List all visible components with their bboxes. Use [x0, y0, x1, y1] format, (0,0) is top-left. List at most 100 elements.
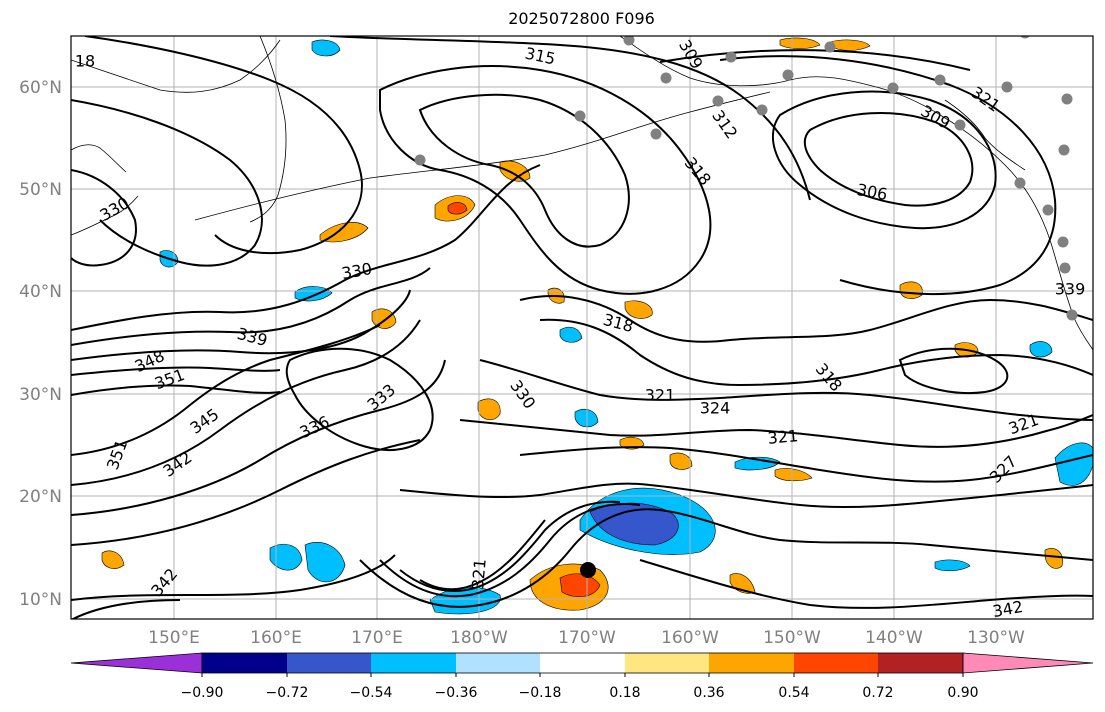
colorbar-bin	[456, 653, 540, 673]
orange-region	[829, 39, 871, 51]
colorbar-frame	[201, 652, 964, 674]
colorbar-bin	[794, 653, 878, 673]
latitude-label: 20°N	[19, 487, 62, 507]
contour-line	[479, 359, 1093, 421]
contour-line	[771, 90, 997, 230]
contour-label: 321	[645, 386, 676, 405]
contour-line	[71, 289, 411, 361]
contour-line	[459, 414, 1093, 448]
colorbar-tick-label: −0.18	[519, 685, 562, 701]
contour-line	[539, 318, 1093, 387]
contour-line	[71, 384, 281, 396]
coastline-asia-east	[71, 144, 127, 173]
station-marker	[574, 110, 586, 122]
longitude-label: 160°E	[250, 628, 302, 648]
longitude-label: 130°W	[967, 628, 1025, 648]
blue-region	[304, 542, 346, 583]
station-marker	[1059, 262, 1071, 274]
colorbar-bin	[287, 653, 371, 673]
contour-line	[359, 508, 1093, 608]
longitude-label: 180°W	[450, 628, 508, 648]
station-marker	[712, 95, 724, 107]
contour-line	[71, 359, 446, 516]
colorbar-tick-label: 0.72	[862, 685, 893, 701]
contour-line	[329, 36, 811, 201]
latitude-label: 50°N	[19, 180, 62, 200]
center-marker	[580, 562, 596, 578]
orange-region	[101, 550, 125, 569]
colorbar-tick-label: 0.36	[693, 685, 724, 701]
contour-line	[379, 503, 641, 598]
colorbar: −0.90 −0.72 −0.54 −0.36 −0.18 0.18 0.36 0.54 0.7…	[70, 652, 1094, 701]
colorbar-tick-label: −0.54	[350, 685, 393, 701]
contour-line	[71, 319, 421, 486]
contour-line	[399, 500, 621, 592]
orange-region	[499, 160, 531, 182]
contour-line	[639, 559, 1093, 609]
longitude-label: 160°W	[661, 628, 719, 648]
contour-lines	[71, 36, 1093, 619]
colorbar-bin	[878, 653, 963, 673]
coastline-japan	[71, 195, 139, 236]
blue-region	[269, 544, 303, 571]
colorbar-bin	[709, 653, 794, 673]
station-marker	[1014, 177, 1026, 189]
contour-label: 324	[700, 399, 731, 418]
station-marker	[414, 154, 426, 166]
contour-line	[71, 366, 281, 376]
contour-label: 321	[767, 426, 799, 448]
colorbar-bin	[625, 653, 709, 673]
blue-region	[1029, 341, 1053, 358]
station-marker	[934, 74, 946, 86]
orange-region	[477, 398, 501, 421]
station-marker	[782, 69, 794, 81]
contour-label: 321	[468, 558, 490, 590]
blue-region	[934, 559, 971, 572]
blue-region	[1054, 442, 1093, 486]
orange-region	[624, 300, 653, 319]
orange-region	[371, 308, 397, 329]
colorbar-bin	[371, 653, 456, 673]
contour-line	[71, 267, 431, 346]
colorbar-tick-label: 0.54	[778, 685, 809, 701]
coastline-kamchatka	[249, 36, 287, 223]
blue-region	[311, 39, 341, 57]
contour-label: 339	[1055, 280, 1086, 299]
station-marker	[650, 128, 662, 140]
contour-line	[71, 164, 541, 331]
longitude-label: 140°W	[865, 628, 923, 648]
orange-region	[779, 37, 821, 50]
contour-line	[803, 111, 974, 207]
map-frame	[70, 35, 1094, 620]
map-title: 2025072800 F096	[508, 9, 655, 28]
longitude-labels: 150°E 160°E 170°E 180°W 170°W 160°W 150°W 140°W…	[148, 628, 1025, 648]
contour-line	[71, 99, 263, 267]
station-marker	[756, 104, 768, 116]
orange-region	[669, 452, 693, 470]
colorbar-extend-min	[70, 652, 203, 674]
station-marker	[1061, 93, 1073, 105]
station-marker	[1058, 144, 1070, 156]
contour-line	[71, 324, 381, 456]
contour-label: 18	[75, 52, 95, 71]
contour-line	[84, 36, 363, 255]
station-marker	[660, 72, 672, 84]
longitude-label: 150°W	[763, 628, 821, 648]
station-marker	[1020, 36, 1030, 39]
orange-region	[1044, 548, 1063, 569]
station-marker	[725, 51, 737, 63]
red-region	[447, 202, 468, 215]
station-marker	[1057, 236, 1069, 248]
station-marker	[954, 119, 966, 131]
station-marker	[1066, 309, 1078, 321]
latitude-label: 60°N	[19, 78, 62, 98]
colorbar-tick-label: 0.18	[609, 685, 640, 701]
station-marker	[1001, 81, 1013, 93]
contour-line	[71, 439, 421, 546]
blue-region	[559, 326, 583, 343]
contour-line	[719, 55, 1057, 296]
coastline-canada-islands	[944, 99, 1026, 171]
contour-line	[519, 446, 1093, 483]
lat-lon-grid	[71, 36, 1093, 619]
